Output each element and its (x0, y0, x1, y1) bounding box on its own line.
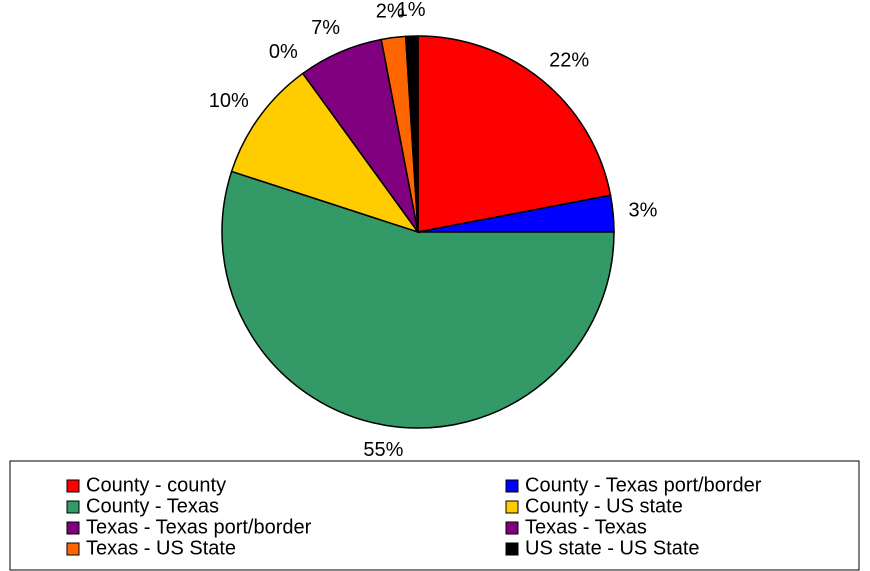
legend-label: US state - US State (525, 537, 700, 559)
pie-slice (221, 170, 615, 429)
legend-label: Texas - Texas port/border (86, 516, 312, 538)
legend-swatch (505, 542, 519, 556)
legend-label: Texas - Texas (525, 516, 647, 538)
legend-swatch (66, 479, 80, 493)
data-label: 1% (397, 0, 426, 21)
legend-box (9, 460, 860, 571)
pie-slice (230, 72, 420, 234)
legend-label: Texas - US State (86, 537, 236, 559)
pie-slice (404, 35, 419, 233)
legend-label: County - county (86, 474, 226, 496)
data-label: 0% (269, 41, 298, 63)
legend-swatch (66, 521, 80, 535)
legend-swatch (66, 500, 80, 514)
legend-swatch (66, 542, 80, 556)
data-label: 7% (311, 17, 340, 39)
pie-slice (417, 35, 612, 233)
legend-swatch (505, 479, 519, 493)
data-label: 10% (209, 90, 249, 112)
legend-label: County - Texas (86, 495, 219, 517)
data-label: 22% (549, 50, 589, 72)
data-label: 3% (628, 199, 657, 221)
legend-swatch (505, 500, 519, 514)
legend-swatch (505, 521, 519, 535)
legend-label: County - US state (525, 495, 683, 517)
legend-label: County - Texas port/border (525, 474, 762, 496)
data-label: 55% (363, 439, 403, 461)
data-label: 2% (376, 1, 405, 23)
